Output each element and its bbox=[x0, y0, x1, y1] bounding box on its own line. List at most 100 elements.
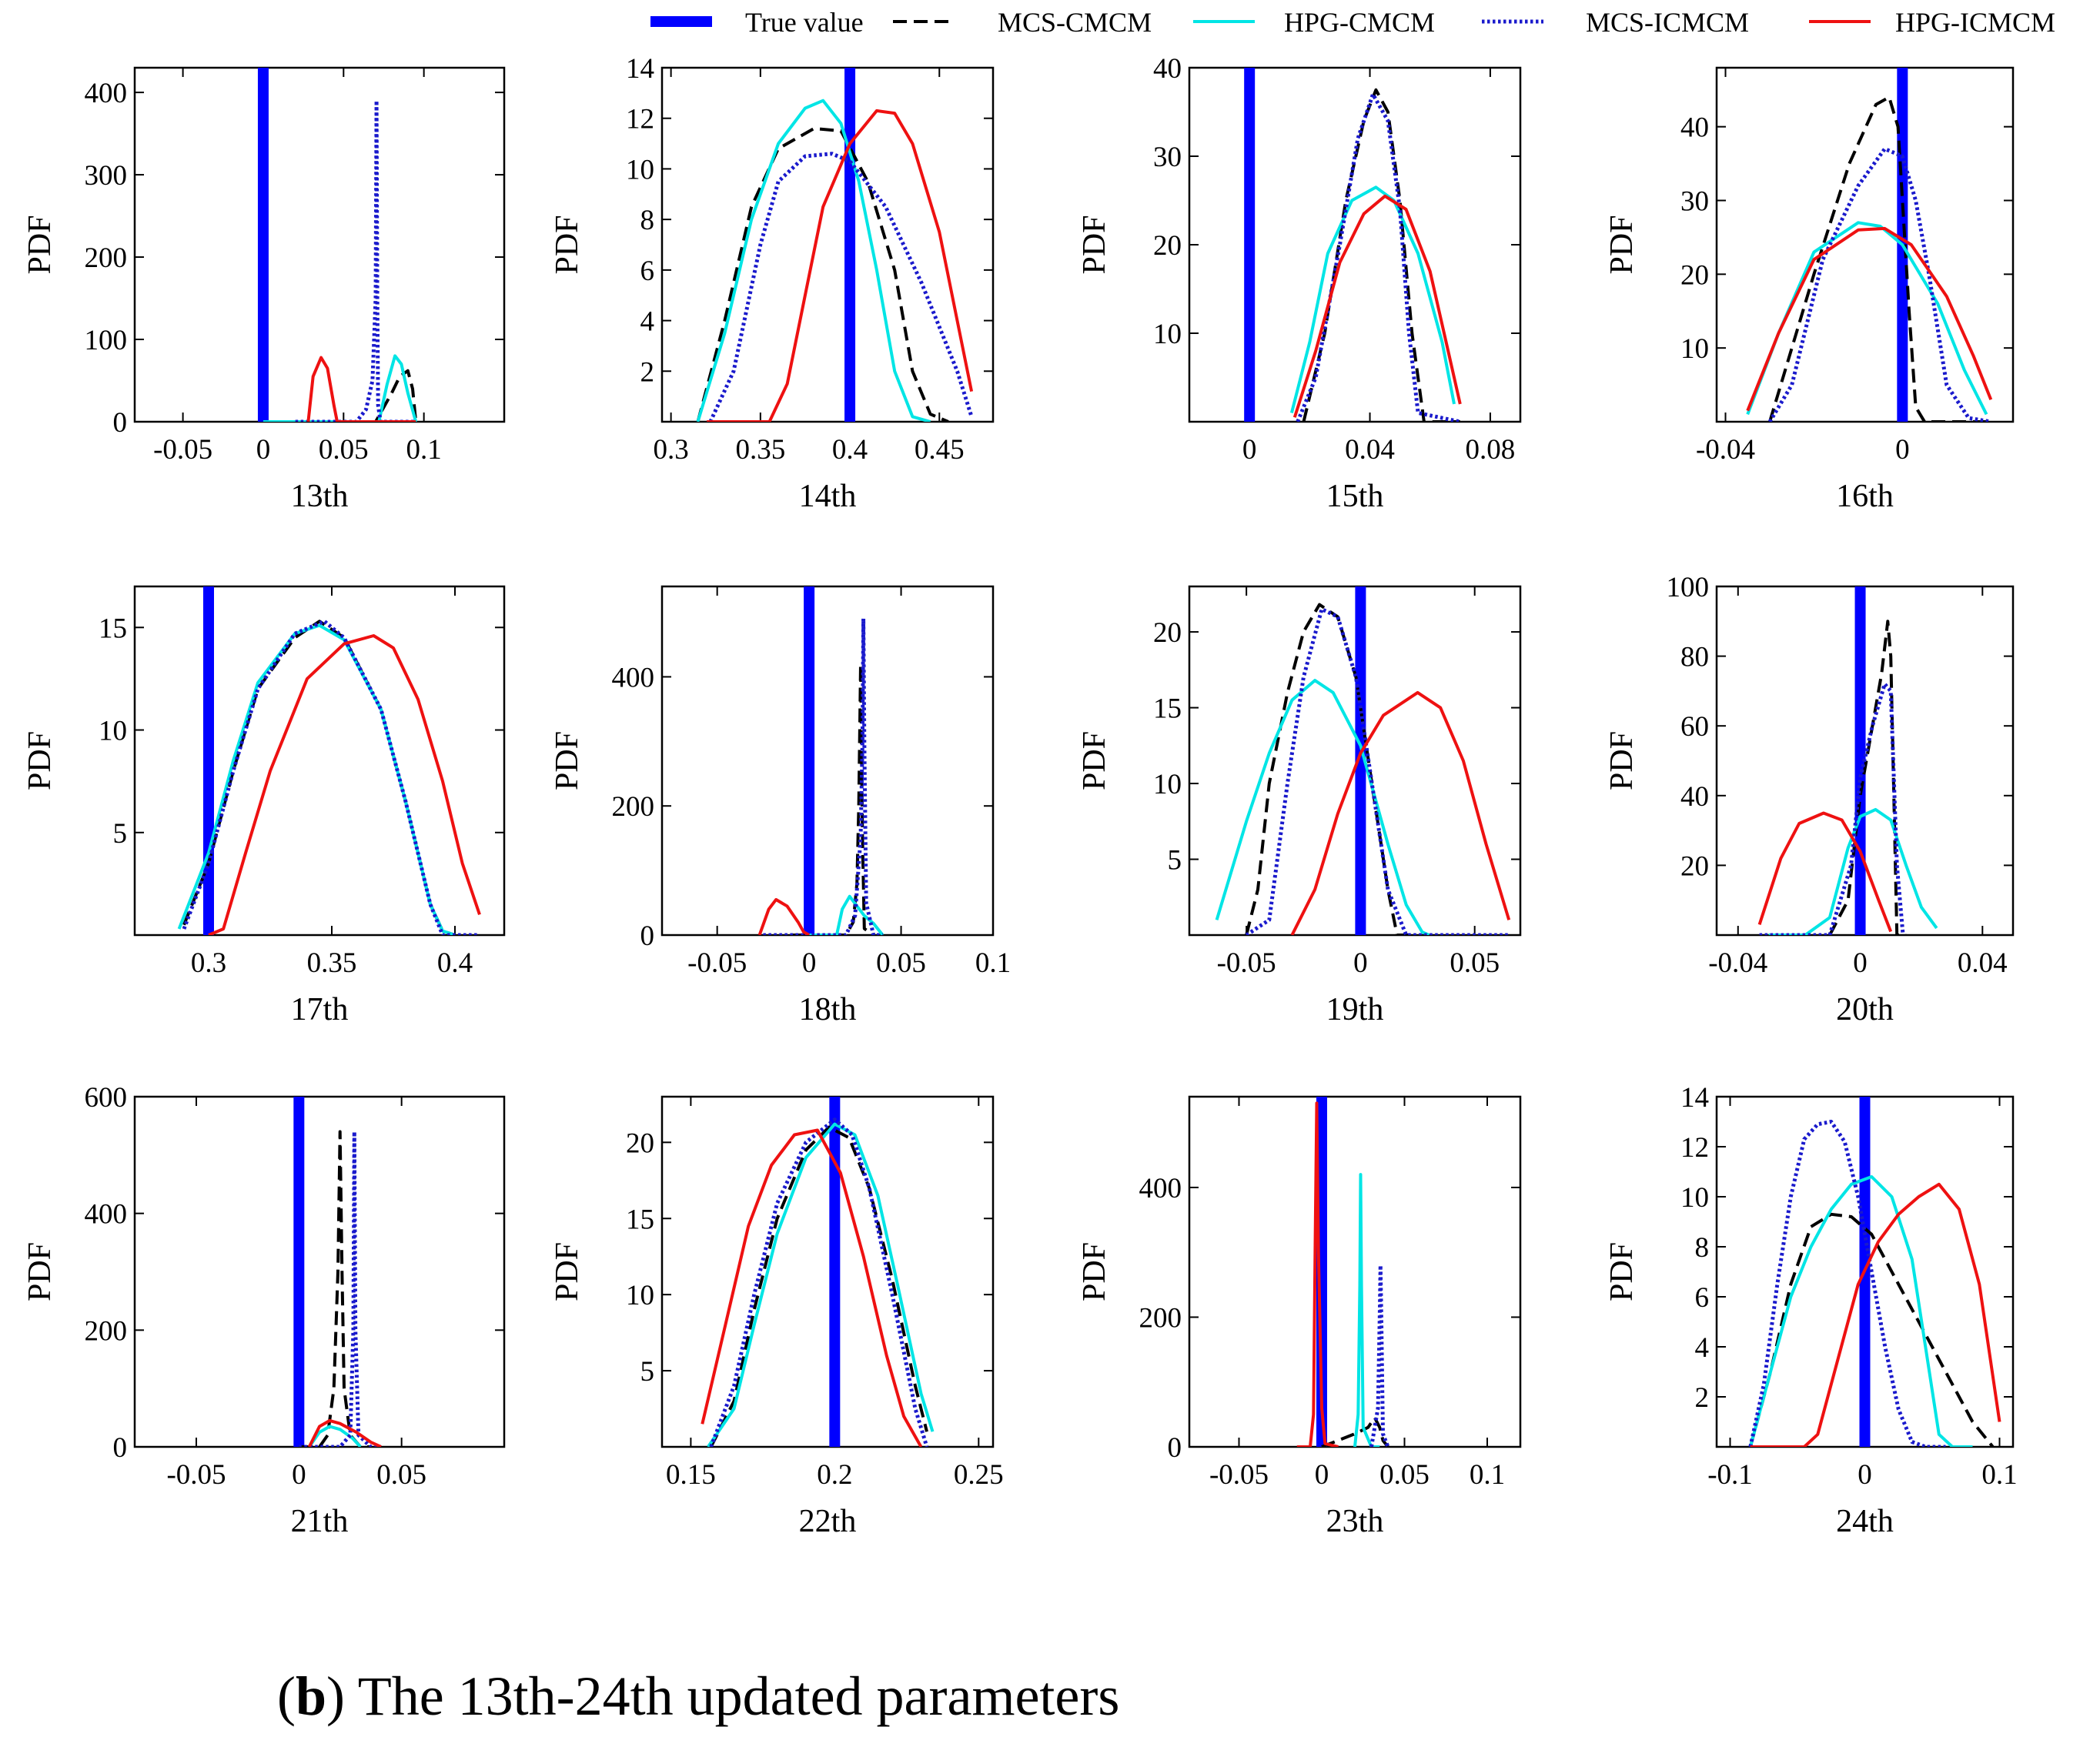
panel-18th-ytick-label: 0 bbox=[640, 920, 655, 952]
panel-13th-ytick-label: 200 bbox=[85, 242, 128, 274]
panel-24th-ytick-label: 12 bbox=[1680, 1132, 1709, 1164]
panel-18th-ytick-label: 200 bbox=[612, 791, 655, 823]
panel-23th-xtick-label: 0.05 bbox=[1379, 1459, 1430, 1491]
panel-22th: 0.15 0.2 0.25 5 10 15 20 22th PDF bbox=[550, 1095, 1004, 1539]
panel-23th-series-hpg-cmcm bbox=[1353, 1173, 1380, 1447]
panel-15th-ytick-label: 10 bbox=[1153, 319, 1182, 350]
panel-16th-axes-frame bbox=[1715, 66, 2015, 423]
panel-18th-plot-area bbox=[757, 586, 884, 935]
panel-19th-xtick-label: -0.05 bbox=[1217, 947, 1276, 979]
panel-24th-xtick-label: 0 bbox=[1858, 1459, 1872, 1491]
panel-14th-xtick-label: 0.4 bbox=[832, 434, 868, 466]
panel-22th-ytick-label: 15 bbox=[626, 1204, 654, 1235]
panel-19th-xtick-label: 0 bbox=[1353, 947, 1368, 979]
legend-label-hpg-cmcm: HPG-CMCM bbox=[1284, 7, 1435, 38]
panel-21th-series-hpg-icmcm bbox=[307, 1418, 382, 1447]
panel-24th-ytick-label: 14 bbox=[1680, 1082, 1709, 1114]
panel-23th-xtick-label: -0.05 bbox=[1209, 1459, 1269, 1491]
caption-text: The 13th-24th updated parameters bbox=[345, 1665, 1119, 1727]
panel-21th-plot-area bbox=[293, 1097, 382, 1447]
panel-16th-series-mcs-cmcm bbox=[1768, 95, 1991, 422]
panel-17th-ylabel: PDF bbox=[22, 731, 58, 790]
panel-23th-plot-area bbox=[1296, 1097, 1390, 1447]
panel-24th-series-hpg-cmcm bbox=[1748, 1175, 1973, 1447]
panel-21th-series-hpg-cmcm bbox=[308, 1425, 362, 1447]
panel-24th-series-hpg-icmcm bbox=[1750, 1182, 2001, 1447]
panel-20th-xtick-label: -0.04 bbox=[1708, 947, 1767, 979]
panel-14th-ytick-label: 4 bbox=[640, 306, 655, 338]
panel-15th-ytick-label: 30 bbox=[1153, 142, 1182, 173]
panel-15th-ytick-label: 20 bbox=[1153, 230, 1182, 262]
panel-20th-series-mcs-cmcm bbox=[1828, 620, 1907, 935]
panel-14th-ytick-label: 10 bbox=[626, 154, 654, 185]
panel-16th-ytick-label: 30 bbox=[1680, 186, 1709, 218]
panel-15th-ylabel: PDF bbox=[1077, 215, 1112, 274]
panel-20th-xtick-label: 0.04 bbox=[1958, 947, 2008, 979]
caption-close-paren: ) bbox=[326, 1665, 345, 1727]
panel-13th: -0.05 0 0.05 0.1 0 100 200 300 400 13th PDF bbox=[22, 66, 506, 514]
panel-13th-axes-frame bbox=[133, 66, 506, 423]
panel-17th-series-hpg-icmcm bbox=[208, 634, 481, 935]
panel-16th-xtick-label: 0 bbox=[1895, 434, 1910, 466]
panel-16th-series-mcs-icmcm bbox=[1767, 146, 1991, 422]
panel-15th-xtick-label: 0.04 bbox=[1345, 434, 1395, 466]
panel-19th-series-hpg-icmcm bbox=[1290, 690, 1511, 935]
panel-16th-series-hpg-icmcm bbox=[1746, 226, 1993, 412]
panel-17th-ytick-label: 5 bbox=[113, 818, 128, 850]
panel-18th-axes-frame bbox=[660, 585, 995, 937]
panel-14th-ytick-label: 6 bbox=[640, 256, 655, 287]
panel-13th-ytick-label: 400 bbox=[85, 78, 128, 109]
panel-15th-plot-area bbox=[1244, 68, 1462, 422]
panel-14th-ytick-label: 14 bbox=[626, 53, 654, 85]
panel-15th-series-mcs-cmcm bbox=[1302, 88, 1460, 422]
panel-14th-plot-area bbox=[696, 68, 974, 422]
panel-16th-plot-area bbox=[1746, 68, 1993, 422]
panel-14th-xtick-label: 0.35 bbox=[735, 434, 785, 466]
panel-21th-ytick-label: 0 bbox=[113, 1432, 128, 1464]
panel-18th-xtick-label: -0.05 bbox=[687, 947, 747, 979]
panel-24th-xtick-label: -0.1 bbox=[1707, 1459, 1753, 1491]
caption-letter: b bbox=[296, 1665, 326, 1727]
panel-13th-xtick-label: 0.05 bbox=[319, 434, 369, 466]
panel-23th-series-mcs-cmcm bbox=[1321, 1416, 1389, 1447]
panel-17th-series-mcs-icmcm bbox=[182, 619, 480, 935]
panel-23th-xlabel: 23th bbox=[1326, 1504, 1384, 1539]
panel-22th-series-hpg-icmcm bbox=[701, 1128, 923, 1447]
panel-19th-axes-frame bbox=[1188, 585, 1522, 937]
panel-18th-xtick-label: 0.1 bbox=[975, 947, 1011, 979]
panel-18th-ytick-label: 400 bbox=[612, 662, 655, 693]
panel-24th-ytick-label: 10 bbox=[1680, 1182, 1709, 1214]
legend-item-hpg-cmcm: HPG-CMCM bbox=[1193, 7, 1435, 38]
panel-22th-ytick-label: 10 bbox=[626, 1280, 654, 1311]
panel-20th-ytick-label: 40 bbox=[1680, 781, 1709, 813]
panel-19th-xlabel: 19th bbox=[1326, 992, 1384, 1027]
panel-24th-xlabel: 24th bbox=[1836, 1504, 1894, 1539]
legend-label-true-value: True value bbox=[745, 7, 864, 38]
panel-17th-axes-frame bbox=[133, 585, 506, 937]
panel-17th-xlabel: 17th bbox=[291, 992, 349, 1027]
panel-13th-xlabel: 13th bbox=[291, 479, 349, 514]
panel-17th-xtick-label: 0.4 bbox=[437, 947, 473, 979]
panel-16th-ytick-label: 40 bbox=[1680, 112, 1709, 144]
panel-20th-ytick-label: 60 bbox=[1680, 711, 1709, 743]
panel-17th-xtick-label: 0.3 bbox=[191, 947, 226, 979]
panel-14th-series-mcs-cmcm bbox=[696, 126, 949, 422]
panel-13th-series-hpg-icmcm bbox=[306, 356, 416, 422]
panel-13th-xtick-label: 0 bbox=[256, 434, 271, 466]
panel-17th-ytick-label: 15 bbox=[99, 613, 127, 644]
panel-20th-xlabel: 20th bbox=[1836, 992, 1894, 1027]
panel-24th: -0.1 0 0.1 2 4 6 8 10 12 14 24th PDF bbox=[1604, 1082, 2018, 1539]
panel-20th-xtick-label: 0 bbox=[1853, 947, 1868, 979]
panel-20th-ytick-label: 20 bbox=[1680, 850, 1709, 882]
panel-13th-ytick-label: 0 bbox=[113, 407, 128, 439]
panel-14th: 0.3 0.35 0.4 0.45 2 4 6 8 10 12 14 14th PDF bbox=[550, 53, 995, 514]
panel-16th: -0.04 0 10 20 30 40 16th PDF bbox=[1604, 66, 2015, 514]
panel-17th-xtick-label: 0.35 bbox=[307, 947, 357, 979]
panel-22th-plot-area bbox=[701, 1097, 935, 1447]
panel-22th-xtick-label: 0.2 bbox=[817, 1459, 852, 1491]
panel-21th-series-mcs-icmcm bbox=[299, 1130, 381, 1447]
panel-18th-series-mcs-icmcm bbox=[763, 616, 883, 935]
panel-14th-ytick-label: 8 bbox=[640, 205, 655, 236]
panel-23th-ytick-label: 0 bbox=[1168, 1432, 1182, 1464]
